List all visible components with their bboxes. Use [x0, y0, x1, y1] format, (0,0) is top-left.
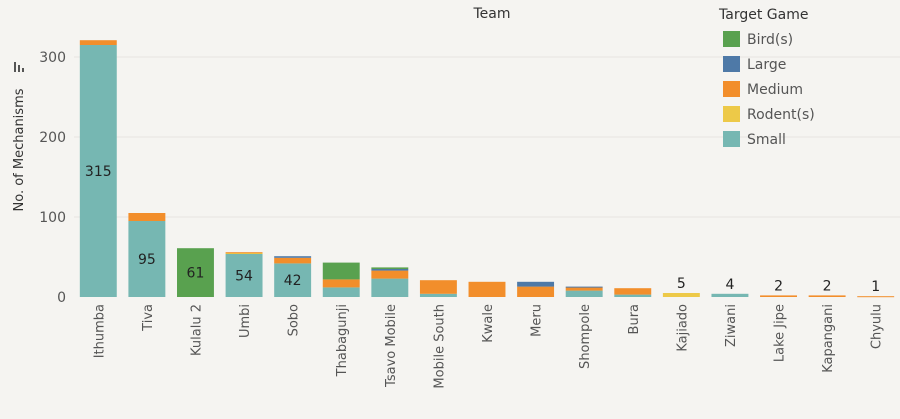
bar-segment [225, 253, 263, 297]
bar-segment [614, 294, 652, 297]
bar-segment [371, 267, 409, 269]
bar-segment [711, 293, 749, 297]
bar-segment [565, 290, 603, 297]
x-tick-label: Shompole [578, 304, 593, 369]
data-label: 4 [725, 277, 734, 293]
x-tick-label: Meru [530, 304, 545, 337]
x-tick-label: Sobo [287, 304, 302, 336]
bar-segment [274, 257, 312, 264]
legend: Bird(s) Large Medium Rodent(s) Small [723, 31, 815, 148]
x-tick-label: Thabagunji [335, 304, 350, 377]
bar-segment [79, 45, 117, 297]
legend-label: Bird(s) [747, 32, 793, 48]
x-tick-label: Ziwani [724, 304, 739, 347]
x-tick-label: Mobile South [432, 304, 447, 389]
bar-segment [419, 280, 457, 294]
x-tick-label: Kulalu 2 [189, 304, 204, 356]
data-label: 2 [823, 278, 832, 294]
bar-segment [857, 296, 895, 298]
bar-segment [371, 269, 409, 271]
legend-swatch [723, 56, 740, 72]
bar-segment [565, 287, 603, 291]
legend-label: Rodent(s) [747, 107, 815, 123]
data-label: 1 [871, 279, 880, 295]
chart-title: Team [472, 6, 510, 22]
data-label: 54 [235, 268, 253, 284]
y-tick-label: 100 [39, 210, 66, 226]
legend-swatch [723, 31, 740, 47]
x-tick-label: Chyulu [870, 304, 885, 349]
legend-swatch [723, 106, 740, 122]
y-axis-title: No. of Mechanisms [12, 88, 27, 211]
x-tick-label: Kwale [481, 304, 496, 343]
y-tick-label: 0 [57, 290, 66, 306]
y-tick-label: 300 [39, 50, 66, 66]
bar-segment [177, 248, 214, 297]
x-tick-label: Ithumba [92, 304, 107, 358]
bar-segment [662, 293, 700, 297]
bar-segment [322, 287, 360, 297]
x-tick-label: Bura [627, 304, 642, 334]
bar-segment [517, 281, 555, 287]
legend-label: Medium [747, 82, 803, 98]
data-label: 95 [138, 252, 156, 268]
x-tick-label: Kajiado [675, 304, 690, 352]
bar-segment [565, 286, 603, 288]
bar-segment [419, 293, 457, 297]
x-tick-label: Tiva [141, 304, 156, 332]
data-label: 2 [774, 278, 783, 294]
legend-label: Large [747, 57, 786, 73]
legend-title: Target Game [718, 7, 808, 23]
bar-segment [274, 263, 312, 297]
bar-segment [371, 278, 409, 297]
data-label: 315 [85, 164, 112, 180]
legend-swatch [723, 131, 740, 147]
bar-segment [79, 40, 117, 45]
x-tick-label: Tsavo Mobile [384, 304, 399, 388]
bar-segment [371, 270, 409, 279]
legend-label: Small [747, 132, 786, 148]
data-label: 61 [187, 266, 205, 282]
legend-swatch [723, 81, 740, 97]
bar-segment [322, 262, 360, 280]
x-tick-label: Lake Jipe [773, 304, 788, 362]
data-label: 42 [284, 273, 302, 289]
plot-area: 0 100 200 300 Ithumba 315 Tiva 95 Kulalu 2 61 Umbi… [39, 40, 900, 389]
bar-segment [517, 286, 555, 297]
bar-segment [225, 253, 263, 254]
x-tick-label: Umbi [238, 304, 253, 338]
bar-segment [808, 295, 846, 297]
bar-segment [468, 281, 506, 297]
bar-segment [128, 221, 166, 297]
bar-segment [225, 252, 263, 254]
sort-icon[interactable] [14, 62, 24, 72]
bar-segment [614, 288, 652, 295]
y-tick-label: 200 [39, 130, 66, 146]
bar-segment [322, 279, 360, 288]
bar-segment [128, 213, 166, 221]
x-tick-label: Kapangani [821, 304, 836, 373]
data-label: 5 [677, 276, 686, 292]
bar-segment [274, 256, 312, 258]
bar-segment [760, 295, 797, 297]
